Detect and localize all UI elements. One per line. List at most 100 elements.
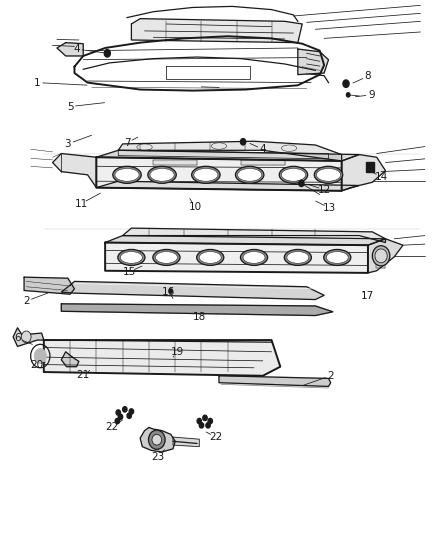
Ellipse shape (287, 252, 309, 263)
Ellipse shape (21, 331, 31, 343)
Text: 7: 7 (124, 138, 131, 148)
Polygon shape (96, 181, 359, 191)
Text: 18: 18 (193, 312, 206, 321)
Ellipse shape (199, 252, 221, 263)
Circle shape (169, 289, 173, 293)
Ellipse shape (113, 166, 141, 183)
Text: 11: 11 (74, 199, 88, 208)
Text: 4: 4 (73, 44, 80, 54)
Polygon shape (96, 150, 359, 161)
Bar (366, 162, 374, 172)
Text: 3: 3 (64, 139, 71, 149)
Ellipse shape (372, 246, 390, 266)
Ellipse shape (324, 249, 351, 265)
Text: 19: 19 (171, 347, 184, 357)
Circle shape (199, 423, 204, 428)
Circle shape (127, 413, 131, 418)
Circle shape (208, 418, 212, 424)
Polygon shape (13, 328, 44, 346)
Circle shape (129, 409, 134, 414)
Circle shape (115, 418, 120, 424)
Text: 10: 10 (188, 202, 201, 212)
Text: 4: 4 (259, 144, 266, 154)
Circle shape (34, 349, 46, 364)
Text: 6: 6 (14, 334, 21, 343)
Ellipse shape (279, 166, 308, 183)
Circle shape (343, 80, 349, 87)
Circle shape (299, 180, 304, 187)
Text: 17: 17 (361, 291, 374, 301)
Ellipse shape (118, 249, 145, 265)
Polygon shape (368, 239, 403, 273)
Polygon shape (57, 43, 83, 56)
Circle shape (206, 423, 210, 428)
Polygon shape (105, 243, 368, 273)
Text: 12: 12 (318, 185, 331, 195)
Ellipse shape (235, 166, 264, 183)
Text: 5: 5 (67, 102, 74, 111)
Polygon shape (376, 260, 385, 268)
Ellipse shape (153, 249, 180, 265)
Ellipse shape (326, 252, 348, 263)
Ellipse shape (197, 249, 224, 265)
Ellipse shape (375, 249, 387, 263)
Polygon shape (53, 154, 96, 188)
Ellipse shape (316, 168, 341, 181)
Text: 8: 8 (364, 71, 371, 81)
Polygon shape (241, 160, 285, 165)
Circle shape (203, 415, 207, 421)
Circle shape (197, 418, 201, 424)
Polygon shape (173, 437, 199, 447)
Ellipse shape (243, 252, 265, 263)
Polygon shape (140, 427, 175, 452)
Polygon shape (123, 228, 385, 243)
Text: 2: 2 (23, 296, 30, 306)
Circle shape (346, 93, 350, 97)
Ellipse shape (191, 166, 220, 183)
Circle shape (240, 139, 246, 145)
Polygon shape (298, 49, 328, 75)
Ellipse shape (115, 168, 139, 181)
Polygon shape (44, 340, 280, 376)
Polygon shape (61, 281, 324, 300)
Polygon shape (219, 376, 331, 386)
Text: 16: 16 (162, 287, 175, 296)
Text: 22: 22 (209, 432, 222, 442)
Text: 9: 9 (368, 90, 375, 100)
Text: 14: 14 (374, 172, 388, 182)
Polygon shape (376, 248, 385, 255)
Text: 22: 22 (105, 423, 118, 432)
Text: 15: 15 (123, 267, 136, 277)
Polygon shape (131, 19, 302, 43)
Ellipse shape (237, 168, 261, 181)
Ellipse shape (155, 252, 177, 263)
Polygon shape (105, 236, 385, 245)
Ellipse shape (240, 249, 268, 265)
Circle shape (118, 414, 123, 419)
Ellipse shape (281, 168, 306, 181)
Polygon shape (96, 157, 342, 191)
Ellipse shape (148, 166, 176, 183)
Circle shape (116, 410, 120, 415)
Text: 1: 1 (34, 78, 41, 87)
Text: 2: 2 (327, 371, 334, 381)
Text: 13: 13 (323, 203, 336, 213)
Ellipse shape (148, 430, 165, 449)
Polygon shape (118, 141, 342, 161)
Ellipse shape (284, 249, 311, 265)
Polygon shape (342, 155, 385, 191)
Polygon shape (61, 304, 333, 316)
Text: 21: 21 (77, 370, 90, 380)
Polygon shape (153, 160, 197, 165)
Ellipse shape (150, 168, 174, 181)
Ellipse shape (120, 252, 142, 263)
Ellipse shape (194, 168, 218, 181)
Text: 20: 20 (30, 360, 43, 369)
Ellipse shape (314, 166, 343, 183)
Text: 23: 23 (151, 452, 164, 462)
Polygon shape (24, 277, 74, 294)
Circle shape (104, 50, 110, 57)
Ellipse shape (152, 434, 162, 445)
Polygon shape (61, 352, 79, 367)
Circle shape (123, 407, 127, 412)
